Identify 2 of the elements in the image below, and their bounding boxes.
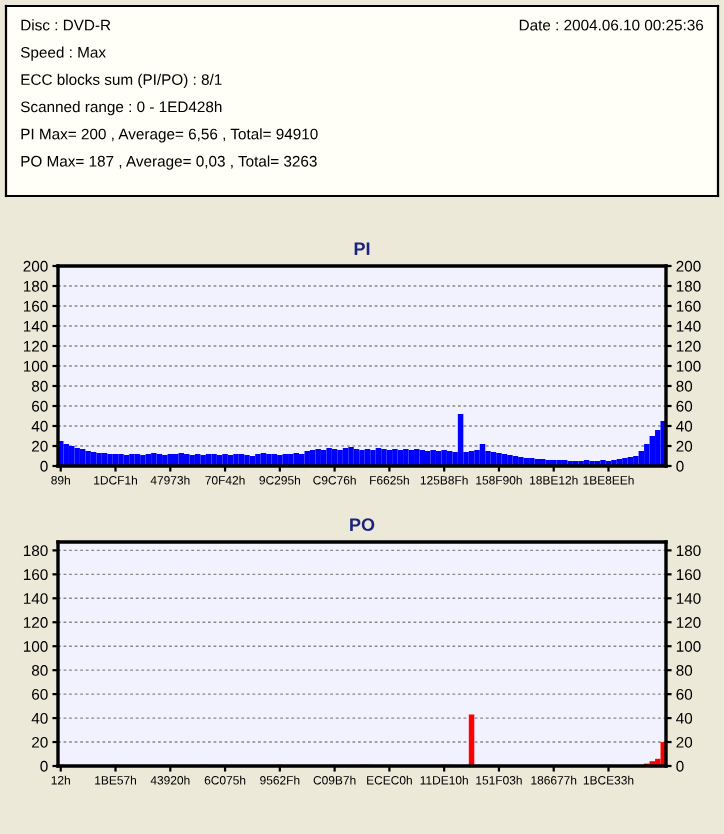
chart-title: PI [354, 242, 370, 255]
chart-title: PO [350, 518, 375, 532]
